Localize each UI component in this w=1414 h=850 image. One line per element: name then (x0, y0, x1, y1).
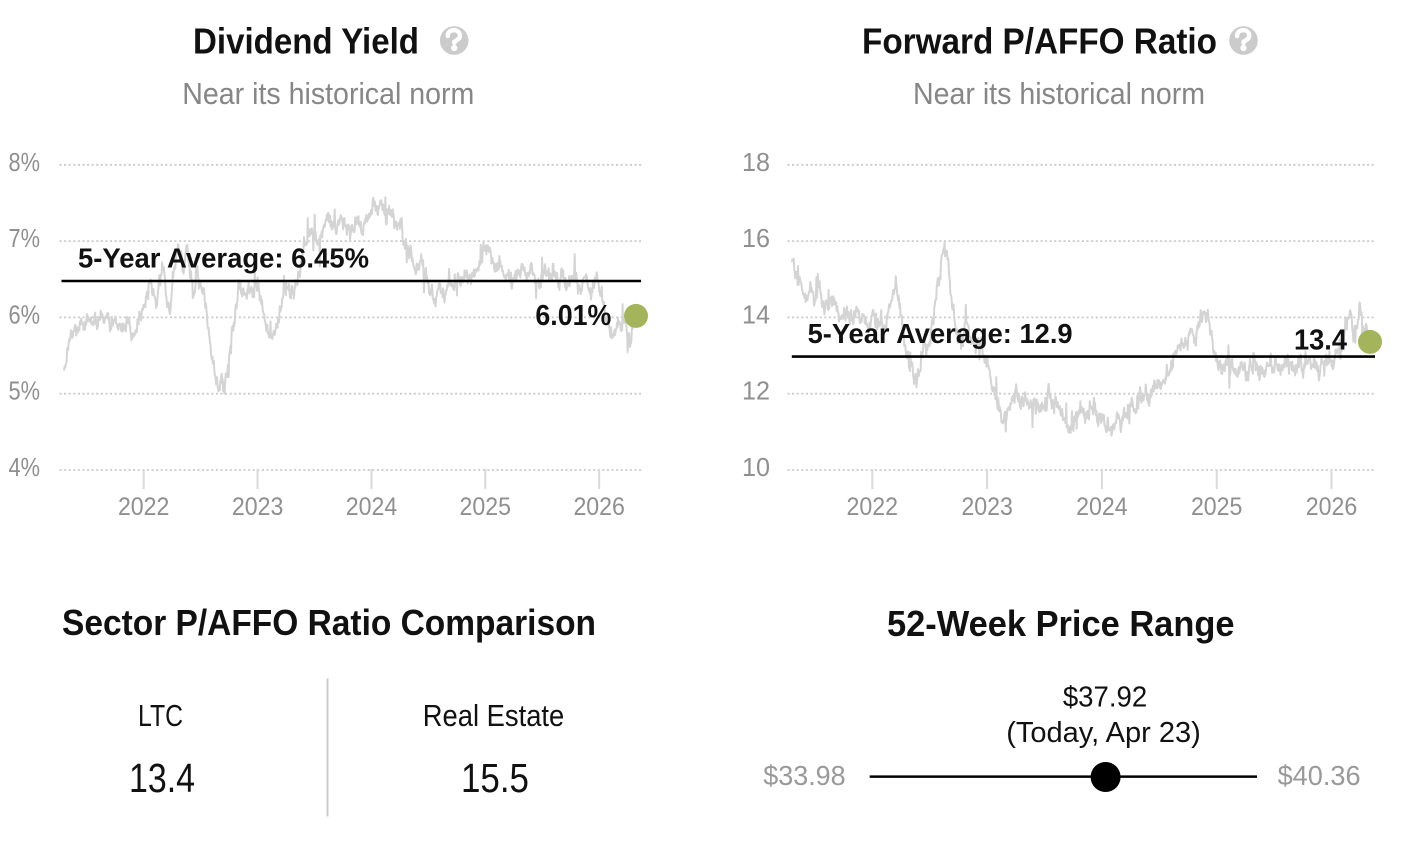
svg-text:Near its historical norm: Near its historical norm (913, 76, 1205, 111)
svg-text:Sector P/AFFO Ratio Comparison: Sector P/AFFO Ratio Comparison (62, 602, 596, 643)
svg-text:52-Week Price Range: 52-Week Price Range (887, 603, 1235, 644)
svg-text:2024: 2024 (1076, 493, 1128, 521)
svg-text:(Today, Apr 23): (Today, Apr 23) (1006, 717, 1201, 749)
svg-text:Real Estate: Real Estate (423, 698, 565, 733)
svg-text:7%: 7% (9, 223, 41, 253)
svg-text:8%: 8% (9, 147, 41, 177)
svg-text:2023: 2023 (961, 493, 1013, 521)
svg-text:LTC: LTC (138, 698, 183, 733)
svg-text:14: 14 (742, 299, 770, 329)
svg-text:2026: 2026 (1306, 493, 1358, 521)
svg-text:15.5: 15.5 (461, 755, 529, 801)
svg-text:12: 12 (742, 376, 770, 406)
svg-text:16: 16 (742, 223, 770, 253)
svg-text:18: 18 (742, 147, 770, 177)
svg-text:2022: 2022 (118, 493, 170, 521)
svg-text:Near its historical norm: Near its historical norm (182, 76, 474, 111)
svg-text:2025: 2025 (460, 493, 512, 521)
svg-text:5%: 5% (9, 376, 41, 406)
svg-text:$40.36: $40.36 (1278, 760, 1361, 791)
svg-text:6%: 6% (9, 299, 41, 329)
svg-text:$37.92: $37.92 (1063, 682, 1147, 714)
svg-text:5-Year Average: 12.9: 5-Year Average: 12.9 (808, 318, 1073, 349)
svg-text:4%: 4% (9, 452, 41, 482)
svg-text:$33.98: $33.98 (763, 760, 845, 791)
svg-text:Dividend Yield: Dividend Yield (193, 21, 419, 62)
svg-text:10: 10 (742, 452, 770, 482)
svg-text:2026: 2026 (573, 493, 625, 521)
svg-text:13.4: 13.4 (129, 755, 195, 801)
svg-text:Forward P/AFFO Ratio: Forward P/AFFO Ratio (862, 21, 1217, 62)
svg-text:2024: 2024 (346, 493, 398, 521)
svg-text:2023: 2023 (232, 493, 284, 521)
svg-text:13.4: 13.4 (1294, 324, 1347, 356)
svg-text:2025: 2025 (1191, 493, 1243, 521)
svg-text:6.01%: 6.01% (535, 300, 611, 332)
svg-text:2022: 2022 (847, 493, 899, 521)
svg-text:5-Year Average: 6.45%: 5-Year Average: 6.45% (78, 243, 369, 274)
